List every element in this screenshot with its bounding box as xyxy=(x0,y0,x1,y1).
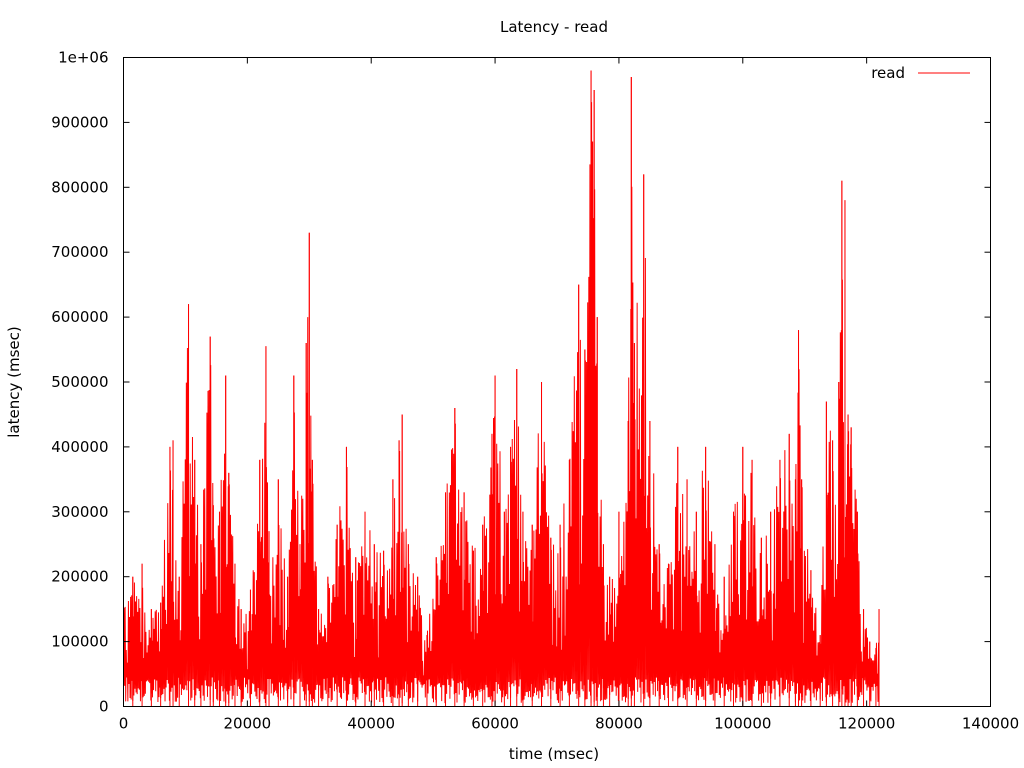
y-tick-label: 400000 xyxy=(51,438,108,456)
x-tick-label: 20000 xyxy=(223,715,271,733)
y-tick-label: 900000 xyxy=(51,113,108,131)
x-tick-label: 80000 xyxy=(595,715,643,733)
x-axis-label: time (msec) xyxy=(509,745,599,763)
legend-label: read xyxy=(871,64,905,82)
y-tick-label: 800000 xyxy=(51,178,108,196)
series-read-line xyxy=(123,70,880,704)
x-tick-label: 60000 xyxy=(471,715,519,733)
y-tick-label: 200000 xyxy=(51,568,108,586)
y-tick-label: 0 xyxy=(99,698,109,716)
legend: read xyxy=(871,64,970,82)
x-tick-label: 0 xyxy=(119,715,129,733)
axis-ticks xyxy=(123,57,991,707)
chart-title: Latency - read xyxy=(500,18,608,36)
y-tick-label: 700000 xyxy=(51,243,108,261)
x-tick-label: 120000 xyxy=(838,715,895,733)
y-tick-label: 500000 xyxy=(51,373,108,391)
plot-lines xyxy=(123,70,880,707)
x-tick-label: 140000 xyxy=(962,715,1019,733)
y-tick-label: 300000 xyxy=(51,503,108,521)
tick-labels: 0 20000 40000 60000 80000 100000 120000 140000 0… xyxy=(51,49,1019,733)
x-tick-label: 40000 xyxy=(347,715,395,733)
y-tick-label: 100000 xyxy=(51,633,108,651)
y-tick-label: 600000 xyxy=(51,308,108,326)
x-tick-label: 100000 xyxy=(714,715,771,733)
y-tick-label: 1e+06 xyxy=(58,49,108,67)
y-axis-label: latency (msec) xyxy=(5,326,23,437)
